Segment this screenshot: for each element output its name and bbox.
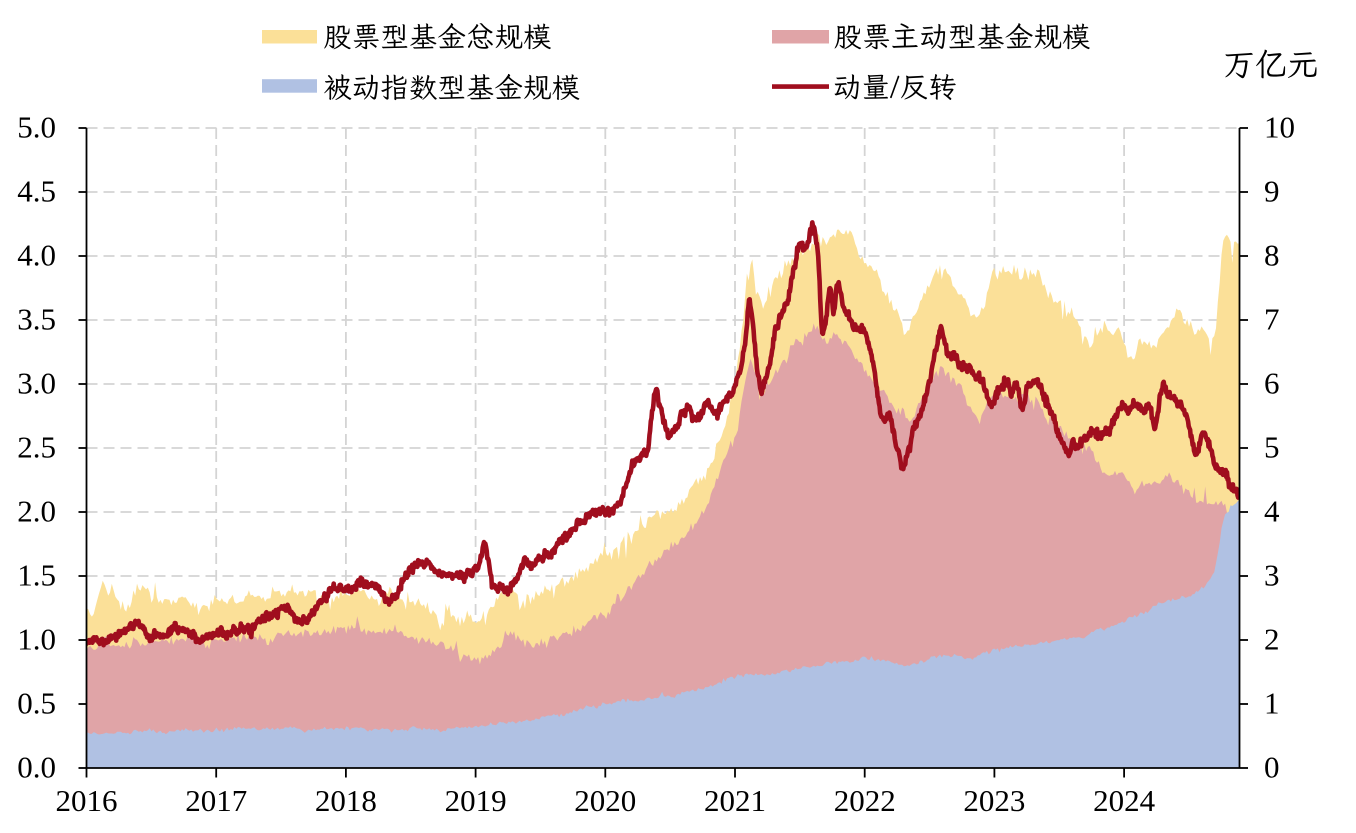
svg-text:0: 0	[1264, 750, 1280, 785]
svg-text:3: 3	[1264, 558, 1280, 593]
svg-text:2.5: 2.5	[17, 430, 56, 465]
svg-text:2023: 2023	[963, 783, 1025, 818]
svg-text:4.0: 4.0	[17, 238, 56, 273]
svg-text:7: 7	[1264, 302, 1280, 337]
svg-text:2019: 2019	[445, 783, 507, 818]
svg-text:5.0: 5.0	[17, 110, 56, 145]
svg-text:2017: 2017	[185, 783, 247, 818]
svg-text:2018: 2018	[315, 783, 377, 818]
svg-text:1.5: 1.5	[17, 558, 56, 593]
svg-text:8: 8	[1264, 238, 1280, 273]
svg-text:0.5: 0.5	[17, 686, 56, 721]
svg-text:4: 4	[1264, 494, 1280, 529]
svg-text:2021: 2021	[704, 783, 766, 818]
svg-text:10: 10	[1264, 110, 1295, 145]
svg-text:2: 2	[1264, 622, 1280, 657]
svg-text:4.5: 4.5	[17, 174, 56, 209]
svg-text:2016: 2016	[56, 783, 118, 818]
svg-text:1: 1	[1264, 686, 1280, 721]
svg-text:2022: 2022	[834, 783, 896, 818]
svg-text:6: 6	[1264, 366, 1280, 401]
svg-text:0.0: 0.0	[17, 750, 56, 785]
svg-text:5: 5	[1264, 430, 1280, 465]
svg-text:2020: 2020	[574, 783, 636, 818]
svg-text:9: 9	[1264, 174, 1280, 209]
svg-text:3.0: 3.0	[17, 366, 56, 401]
svg-text:2.0: 2.0	[17, 494, 56, 529]
svg-text:1.0: 1.0	[17, 622, 56, 657]
svg-text:3.5: 3.5	[17, 302, 56, 337]
svg-text:2024: 2024	[1093, 783, 1156, 818]
